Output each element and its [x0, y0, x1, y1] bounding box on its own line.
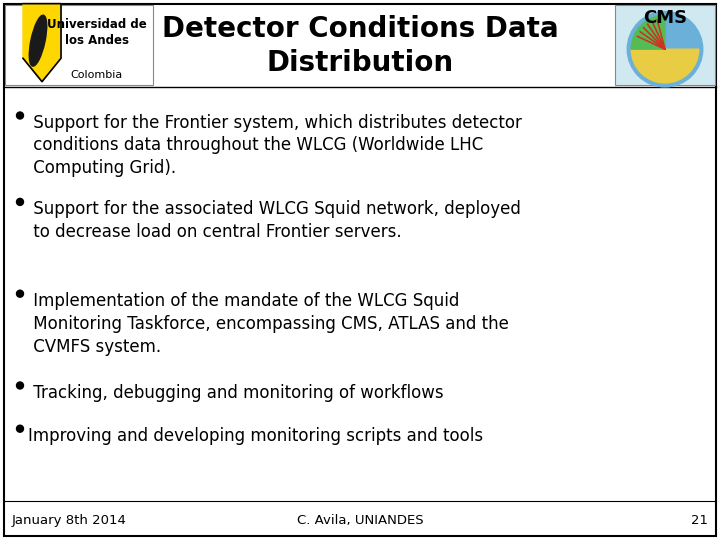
Circle shape [17, 382, 24, 389]
Text: CMS: CMS [643, 9, 687, 27]
Text: Detector Conditions Data
Distribution: Detector Conditions Data Distribution [162, 15, 558, 77]
Circle shape [627, 11, 703, 87]
Circle shape [17, 425, 24, 432]
Text: 21: 21 [691, 514, 708, 527]
Text: Support for the associated WLCG Squid network, deployed
 to decrease load on cen: Support for the associated WLCG Squid ne… [28, 200, 521, 241]
Text: Tracking, debugging and monitoring of workflows: Tracking, debugging and monitoring of wo… [28, 383, 444, 402]
Wedge shape [631, 49, 698, 83]
Ellipse shape [30, 15, 47, 66]
Circle shape [17, 112, 24, 119]
Circle shape [17, 198, 24, 205]
Text: Support for the Frontier system, which distributes detector
 conditions data thr: Support for the Frontier system, which d… [28, 113, 522, 177]
FancyBboxPatch shape [615, 5, 715, 85]
Polygon shape [23, 4, 61, 82]
Text: Implementation of the mandate of the WLCG Squid
 Monitoring Taskforce, encompass: Implementation of the mandate of the WLC… [28, 292, 509, 355]
Text: January 8th 2014: January 8th 2014 [12, 514, 127, 527]
Circle shape [17, 290, 24, 297]
Text: Universidad de
los Andes: Universidad de los Andes [47, 18, 147, 47]
Wedge shape [631, 16, 665, 49]
FancyBboxPatch shape [4, 4, 716, 536]
Text: Colombia: Colombia [71, 70, 123, 79]
FancyBboxPatch shape [5, 5, 153, 85]
Text: Improving and developing monitoring scripts and tools: Improving and developing monitoring scri… [28, 427, 483, 445]
Text: C. Avila, UNIANDES: C. Avila, UNIANDES [297, 514, 423, 527]
